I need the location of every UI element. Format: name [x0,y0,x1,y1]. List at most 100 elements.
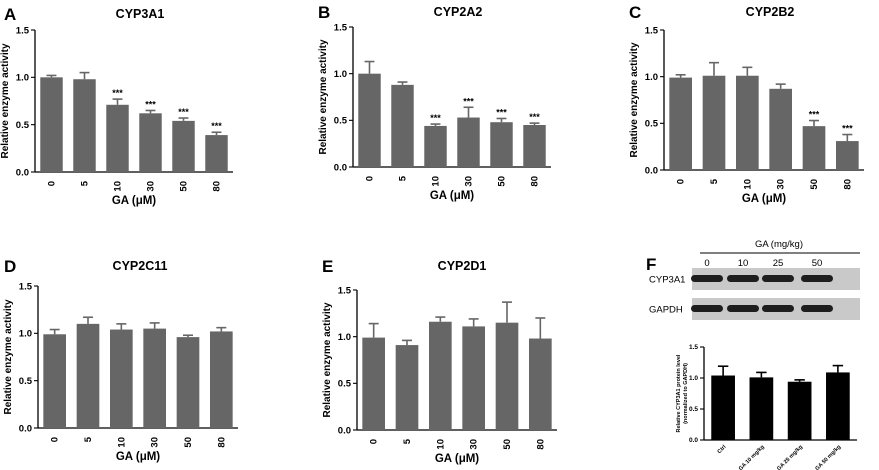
significance-label: *** [211,121,222,131]
panel-title: CYP3A1 [116,7,165,21]
y-axis-label: Relative enzyme activity [629,42,640,157]
bar-5 [391,84,414,167]
panel-label: D [4,257,16,276]
x-tick-label: 5 [402,438,413,444]
x-tick-label: 5 [80,180,91,186]
western-blot: F GA (mg/kg) 0 10 25 50 CYP3A1 GAPDH [646,239,860,320]
x-tick-label: 30 [776,179,787,190]
blot-band [801,305,833,312]
bar-0 [40,77,63,172]
x-tick-label: 10 [113,181,124,192]
x-tick-label: 5 [709,178,720,184]
x-tick-label: GA 10 mg/kg [738,444,766,470]
panel-e: E CYP2D1 0.0 0.5 1.0 1.5 Relative enzyme activ… [322,257,557,465]
x-tick-label: 5 [83,436,94,442]
x-tick-label: 50 [809,179,820,190]
x-tick-label: 0 [676,179,687,184]
panel-title: CYP2C11 [113,259,168,273]
y-tick-label: 1.5 [16,25,30,36]
bar-10 [110,329,133,428]
panel-label: E [322,257,333,276]
significance-label: *** [529,112,540,122]
bar-10 [736,75,759,170]
panel-c: C CYP2B2 0.0 0.5 1.0 1.5 Relative enzyme activ… [629,3,864,205]
y-axis-label: Relative enzyme activity [3,299,14,414]
blot-header: GA (mg/kg) [755,239,803,250]
panel-label: F [646,255,656,274]
blot-band [691,275,723,282]
bar-0 [358,73,381,167]
x-axis-label: GA (μM) [116,451,160,463]
y-tick-label: 0.0 [19,423,32,434]
x-tick-label: 0 [50,437,61,442]
bar-80 [523,125,546,167]
x-tick-label: 50 [497,176,508,187]
bar-80 [529,338,552,430]
y-axis-label: Relative enzyme activity [322,302,333,417]
significance-label: *** [112,88,123,98]
x-tick-label: 50 [183,437,194,448]
panel-label: A [4,5,16,24]
x-tick-label: 30 [146,181,157,192]
x-axis-label: GA (μM) [112,195,156,207]
significance-label: *** [145,99,156,109]
bar-50 [802,126,826,170]
blot-row-label: GAPDH [649,305,683,316]
bar-0 [669,77,692,170]
panel-title: CYP2A2 [434,5,483,19]
x-tick-label: 10 [116,437,127,448]
x-tick-label: 80 [842,179,853,190]
x-tick-label: 10 [431,176,442,187]
y-tick-label: 0.0 [334,162,347,173]
y-tick-label: 1.5 [338,285,352,296]
panel-f: 0.0 0.5 1.0 1.5 Relative CYP3A1 protein leve… [676,344,857,470]
bar-0 [43,334,66,428]
y-tick-label: 1.5 [689,344,698,351]
significance-label: *** [842,124,853,134]
bar-30 [139,113,162,172]
lane-label: 25 [773,258,784,269]
panel-a: A CYP3A1 0.0 0.5 1.0 1.5 Relative enzyme activ… [0,5,233,207]
x-tick-label: 80 [530,176,541,187]
x-tick-label: 30 [464,176,475,187]
panel-b: B CYP2A2 0.0 0.5 1.0 1.5 Relative enzyme activ… [318,3,551,202]
y-tick-label: 1.0 [16,73,29,84]
y-tick-label: 0.0 [689,437,698,444]
x-tick-label: 10 [742,179,753,190]
y-tick-label: 0.5 [338,379,352,390]
x-tick-label: 10 [435,439,446,450]
x-axis-label: GA (μM) [430,190,474,202]
y-tick-label: 0.5 [16,120,30,131]
y-tick-label: 0.5 [334,116,348,127]
bar-5 [73,79,96,172]
x-tick-label: 80 [216,437,227,448]
significance-label: *** [496,107,507,117]
y-axis-label-sub: (normalized to GAPDH) [683,363,689,424]
blot-band [691,305,723,312]
panel-title: CYP2B2 [746,5,795,19]
bar-10 [424,125,447,167]
x-tick-label: GA 50 mg/kg [814,444,842,470]
bar-5 [395,345,419,430]
y-tick-label: 1.0 [19,329,32,340]
y-tick-label: 1.5 [334,22,348,33]
panel-label: B [318,3,330,22]
bar-30 [462,326,485,430]
y-tick-label: 0.0 [338,425,351,436]
bar-30 [457,117,480,167]
x-tick-label: 30 [150,437,161,448]
bar-5 [76,323,100,428]
y-tick-label: 0.0 [645,165,658,176]
y-tick-label: 0.0 [16,167,29,178]
bar-80 [210,331,233,428]
bar-ga-50-mg/kg [826,372,850,440]
x-tick-label: 80 [212,181,223,192]
y-tick-label: 1.0 [334,69,347,80]
panel-label: C [629,3,641,22]
bar-ga-25-mg/kg [787,381,812,440]
y-tick-label: 1.5 [19,281,33,292]
y-tick-label: 0.5 [19,376,33,387]
blot-band [801,275,833,282]
blot-band [727,305,759,312]
panel-title: CYP2D1 [438,259,487,273]
